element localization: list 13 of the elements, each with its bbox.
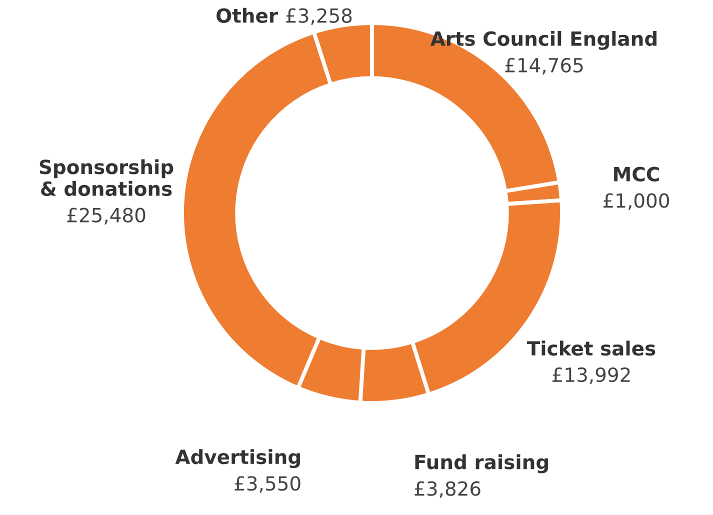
slice-label: Sponsorship & donations (40, 159, 174, 196)
data-label: £1,000 (603, 193, 669, 210)
data-label: £13,992 (552, 367, 630, 384)
data-label: £3,550 (234, 476, 300, 493)
slice-label: Advertising (175, 449, 300, 468)
data-label: £25,480 (67, 208, 146, 224)
slice-label: MCC (614, 166, 659, 182)
data-label: £3,826 (414, 481, 480, 498)
data-label: £3,258 (286, 8, 352, 25)
slice-label: Fund raising (415, 454, 548, 474)
slice-label: Ticket sales (526, 340, 656, 356)
slice-label: Other (216, 8, 278, 23)
data-label: £14,765 (505, 58, 583, 75)
